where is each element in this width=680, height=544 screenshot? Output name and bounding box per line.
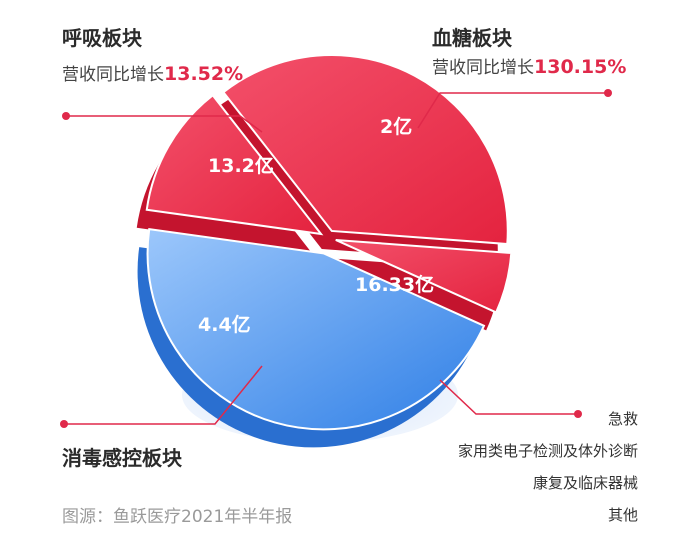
leader-dots bbox=[60, 89, 612, 428]
slice-blue bbox=[146, 228, 486, 431]
segment-title-disinfection: 消毒感控板块 bbox=[62, 446, 183, 470]
leader-line-respiratory bbox=[66, 115, 263, 133]
growth-prefix-respiratory: 营收同比增长 bbox=[62, 65, 164, 85]
segment-growth-respiratory: 营收同比增长13.52% bbox=[62, 63, 243, 85]
growth-value-respiratory: 13.52% bbox=[164, 63, 243, 85]
legend-item: 家用类电子检测及体外诊断 bbox=[458, 442, 638, 460]
slice-label-disinfection: 4.4亿 bbox=[198, 313, 251, 336]
segment-title-respiratory: 呼吸板块 bbox=[62, 26, 143, 50]
slice-label-glucose: 2亿 bbox=[380, 115, 412, 138]
leader-line-glucose bbox=[417, 92, 608, 129]
source-caption: 图源：鱼跃医疗2021年半年报 bbox=[62, 507, 292, 527]
blue-group-legend: 急救 家用类电子检测及体外诊断 康复及临床器械 其他 bbox=[458, 410, 638, 524]
leader-dot-glucose bbox=[604, 89, 612, 97]
leader-dot-respiratory bbox=[62, 112, 70, 120]
legend-item: 急救 bbox=[608, 410, 638, 428]
leader-lines bbox=[64, 92, 608, 425]
leader-dot-blue-group bbox=[574, 410, 582, 418]
leader-line-blue-group bbox=[439, 379, 578, 415]
pie-slices bbox=[136, 53, 513, 448]
growth-prefix-glucose: 营收同比增长 bbox=[432, 58, 534, 78]
slice-label-blue: 16.33亿 bbox=[355, 273, 434, 296]
slice-disinfection bbox=[145, 93, 324, 236]
leader-dot-disinfection bbox=[60, 420, 68, 428]
legend-item: 康复及临床器械 bbox=[533, 474, 638, 492]
leader-line-disinfection bbox=[64, 365, 263, 425]
growth-value-glucose: 130.15% bbox=[534, 56, 626, 78]
segment-growth-glucose: 营收同比增长130.15% bbox=[432, 56, 626, 78]
legend-item: 其他 bbox=[608, 506, 638, 524]
segment-title-glucose: 血糖板块 bbox=[432, 26, 513, 50]
slice-respiratory bbox=[222, 53, 509, 246]
slice-glucose bbox=[335, 238, 513, 314]
slice-label-respiratory: 13.2亿 bbox=[208, 154, 274, 177]
